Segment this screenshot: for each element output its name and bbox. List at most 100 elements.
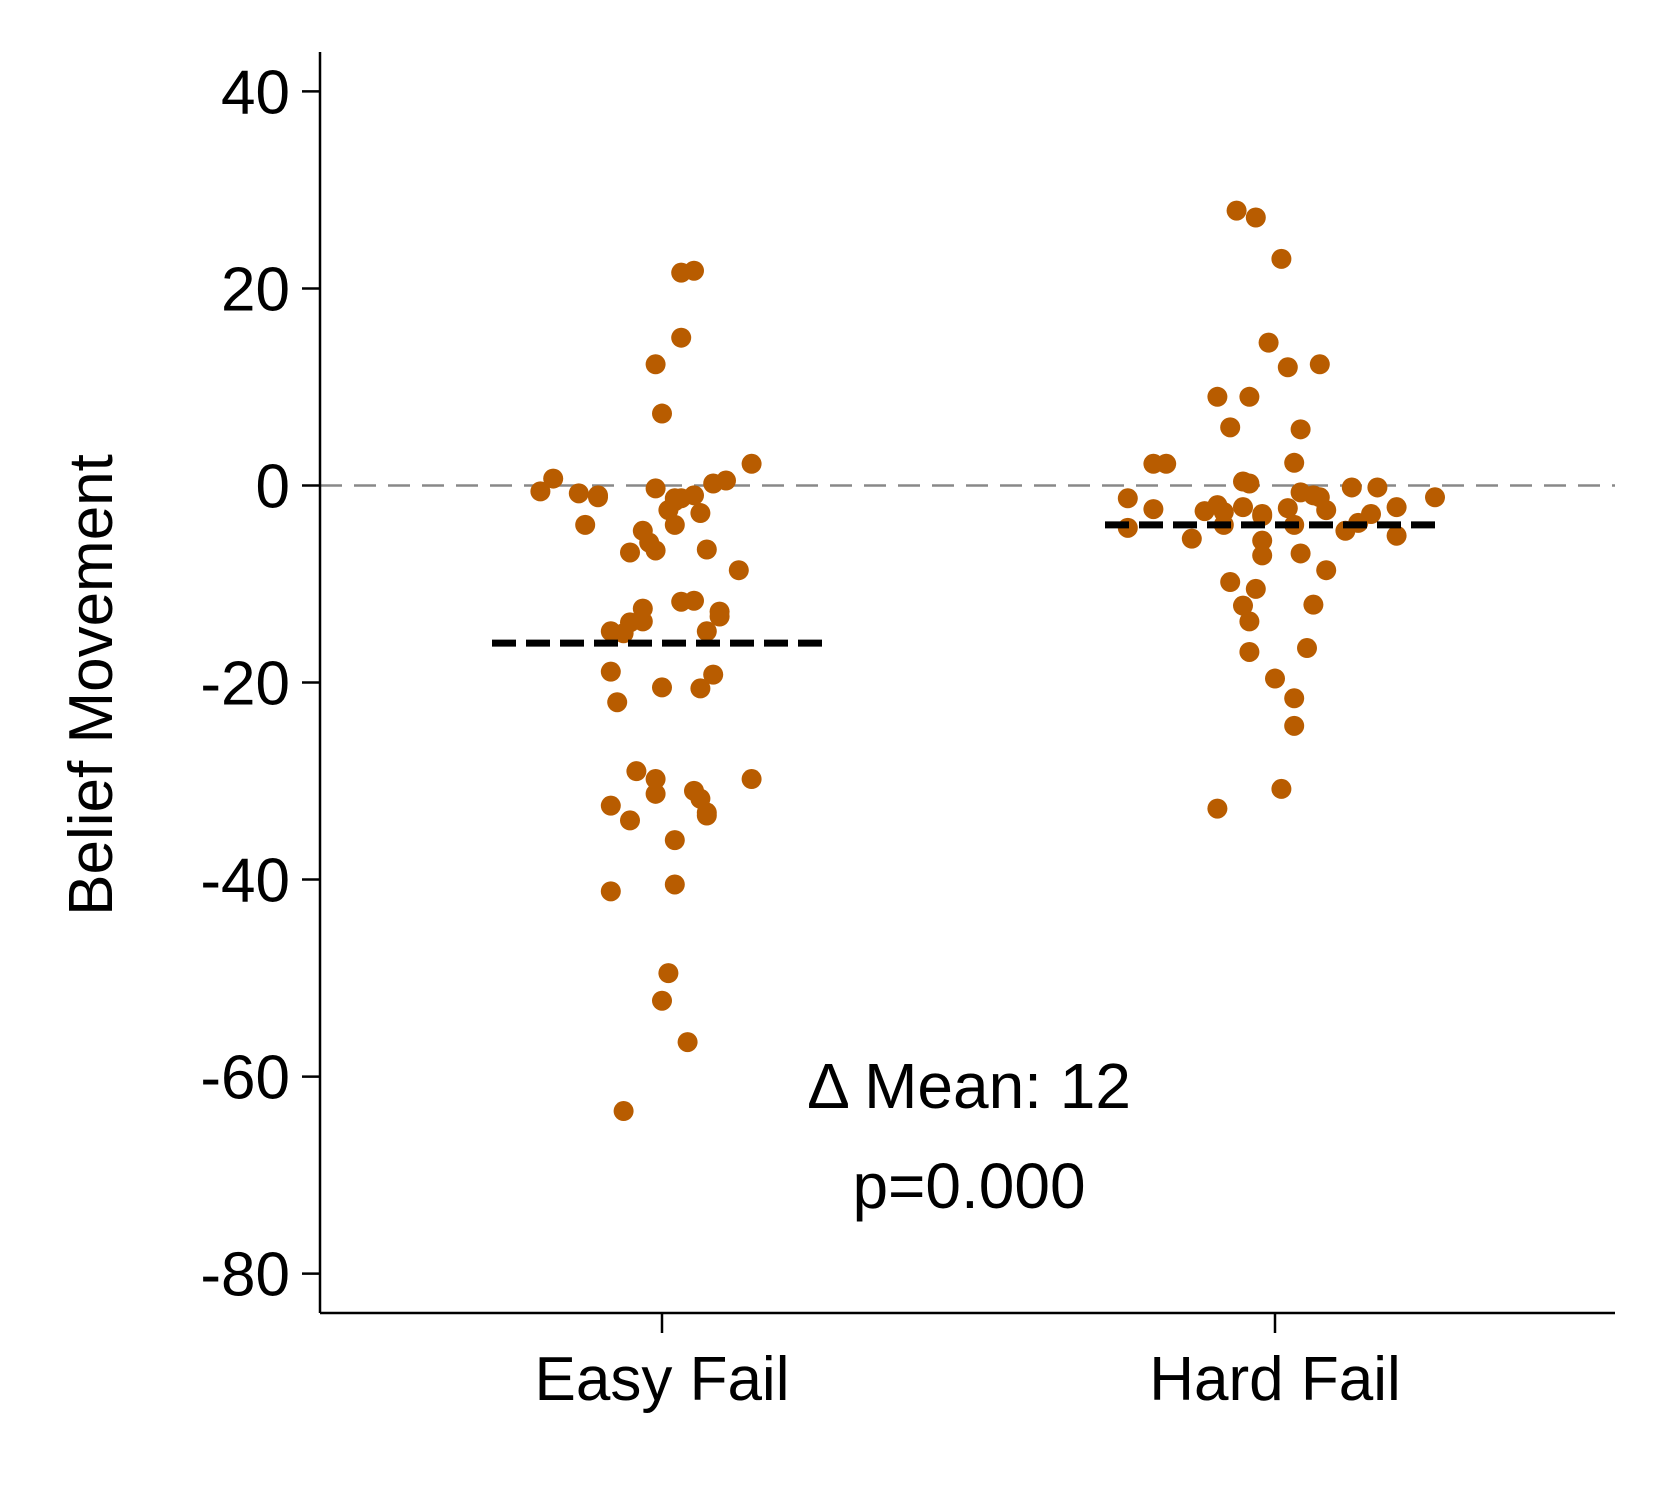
data-point-hard-fail-20: [1239, 641, 1260, 662]
data-point-hard-fail-55: [1207, 798, 1228, 819]
data-point-easy-fail-11: [600, 881, 621, 902]
data-point-hard-fail-0: [1117, 488, 1138, 509]
data-point-easy-fail-7: [600, 795, 621, 816]
p-value-annotation: p=0.000: [852, 1150, 1085, 1222]
y-axis-title: Belief Movement: [57, 454, 126, 916]
data-point-easy-fail-13: [620, 810, 640, 831]
data-point-hard-fail-51: [1386, 525, 1407, 546]
data-point-easy-fail-0: [530, 481, 551, 502]
data-point-easy-fail-58: [741, 453, 762, 474]
data-point-easy-fail-14: [620, 542, 640, 563]
data-point-easy-fail-44: [684, 590, 704, 611]
data-point-easy-fail-1: [543, 468, 564, 489]
data-point-easy-fail-47: [690, 503, 711, 524]
y-tick-label-2: 0: [256, 452, 290, 521]
data-point-hard-fail-5: [1181, 528, 1202, 549]
data-point-hard-fail-19: [1239, 611, 1260, 632]
data-point-hard-fail-48: [1361, 504, 1381, 525]
data-point-easy-fail-49: [696, 621, 717, 642]
data-point-easy-fail-50: [696, 805, 717, 826]
data-point-easy-fail-2: [568, 483, 589, 504]
mean-lines-layer: [492, 521, 1445, 647]
y-tick-label-0: 40: [221, 58, 290, 127]
data-point-hard-fail-29: [1277, 357, 1298, 378]
data-point-hard-fail-34: [1284, 452, 1305, 473]
data-point-easy-fail-27: [652, 677, 672, 698]
data-point-easy-fail-26: [652, 403, 672, 424]
data-point-easy-fail-21: [645, 354, 666, 375]
data-point-easy-fail-9: [600, 661, 621, 682]
data-point-easy-fail-30: [658, 963, 679, 984]
data-point-easy-fail-35: [664, 874, 685, 895]
data-point-hard-fail-13: [1226, 200, 1247, 221]
data-point-hard-fail-4: [1156, 453, 1177, 474]
data-point-hard-fail-43: [1316, 560, 1337, 581]
data-point-hard-fail-15: [1233, 497, 1253, 518]
axes-layer: 40 20 0 -20 -40 -60 -80 Easy Fail Hard Fail: [200, 52, 1615, 1414]
data-point-hard-fail-21: [1245, 578, 1266, 599]
data-point-easy-fail-45: [690, 678, 711, 699]
data-point-easy-fail-19: [632, 598, 653, 619]
data-point-hard-fail-35: [1290, 419, 1311, 440]
data-point-easy-fail-55: [709, 606, 730, 627]
data-point-easy-fail-31: [664, 514, 685, 535]
data-point-hard-fail-54: [1252, 506, 1273, 527]
data-point-easy-fail-10: [607, 692, 628, 713]
data-point-easy-fail-56: [716, 470, 736, 491]
data-point-easy-fail-23: [645, 540, 666, 561]
data-point-hard-fail-10: [1213, 502, 1234, 523]
data-point-hard-fail-22: [1245, 207, 1266, 228]
x-tick-label-easy-fail: Easy Fail: [535, 1345, 790, 1414]
data-point-hard-fail-26: [1265, 668, 1285, 689]
data-point-easy-fail-22: [645, 478, 666, 499]
data-point-hard-fail-25: [1258, 332, 1279, 353]
data-point-easy-fail-25: [645, 769, 666, 790]
data-point-easy-fail-24: [645, 783, 666, 804]
data-point-easy-fail-37: [671, 327, 692, 348]
data-point-easy-fail-28: [652, 990, 672, 1011]
data-point-easy-fail-40: [677, 1032, 698, 1053]
data-point-hard-fail-49: [1367, 477, 1388, 498]
data-point-hard-fail-30: [1277, 498, 1298, 519]
data-point-hard-fail-37: [1290, 543, 1311, 564]
data-point-hard-fail-3: [1143, 499, 1164, 520]
data-point-easy-fail-3: [575, 514, 596, 535]
data-point-easy-fail-57: [728, 560, 749, 581]
data-point-easy-fail-8: [600, 621, 621, 642]
data-point-hard-fail-31: [1284, 715, 1305, 736]
data-point-hard-fail-17: [1239, 386, 1260, 407]
data-point-hard-fail-7: [1207, 386, 1228, 407]
data-point-hard-fail-27: [1271, 248, 1292, 269]
data-point-hard-fail-40: [1303, 594, 1324, 615]
data-point-hard-fail-41: [1309, 354, 1330, 375]
data-point-hard-fail-18: [1239, 473, 1260, 494]
data-point-easy-fail-12: [613, 1101, 634, 1122]
data-point-easy-fail-16: [626, 761, 647, 782]
data-point-hard-fail-16: [1233, 595, 1253, 616]
data-point-easy-fail-59: [741, 769, 762, 790]
y-tick-label-1: 20: [221, 255, 290, 324]
y-tick-label-6: -80: [200, 1241, 290, 1310]
data-point-hard-fail-11: [1220, 417, 1241, 438]
x-tick-label-hard-fail: Hard Fail: [1149, 1345, 1401, 1414]
y-tick-label-3: -20: [200, 650, 290, 719]
data-point-hard-fail-38: [1297, 638, 1317, 659]
data-point-hard-fail-28: [1271, 778, 1292, 799]
data-point-hard-fail-32: [1284, 688, 1305, 709]
data-point-hard-fail-52: [1425, 487, 1445, 508]
data-point-hard-fail-50: [1386, 497, 1407, 518]
y-tick-label-5: -60: [200, 1044, 290, 1113]
data-point-hard-fail-23: [1252, 545, 1273, 566]
data-point-easy-fail-43: [684, 260, 704, 281]
data-point-hard-fail-24: [1252, 530, 1273, 551]
data-point-easy-fail-51: [696, 539, 717, 560]
data-point-easy-fail-41: [684, 485, 704, 506]
data-point-easy-fail-53: [703, 664, 724, 685]
data-point-hard-fail-46: [1341, 477, 1362, 498]
data-points-layer: [530, 200, 1445, 1122]
data-point-easy-fail-5: [588, 485, 608, 506]
data-point-hard-fail-12: [1220, 572, 1241, 593]
data-point-easy-fail-34: [664, 830, 685, 851]
